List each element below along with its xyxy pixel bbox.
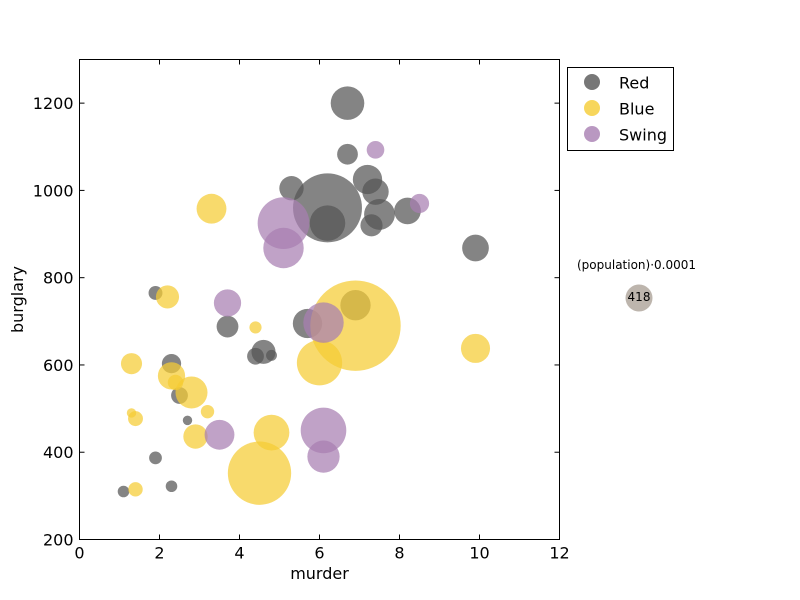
- y-axis-title: burglary: [8, 266, 27, 333]
- x-tick-label-0: 0: [74, 544, 84, 563]
- point-blue-11: [128, 411, 143, 427]
- point-blue-15: [227, 441, 292, 505]
- legend-marker-red: [584, 74, 600, 90]
- size-key-value: 418: [628, 290, 651, 304]
- point-swing-6: [300, 407, 347, 454]
- point-red-6: [362, 178, 389, 205]
- point-red-21: [149, 451, 162, 465]
- y-tick-label-1200: 1200: [33, 94, 74, 113]
- points-layer: [117, 86, 491, 505]
- size-key: (population)·0.0001 418: [577, 258, 696, 312]
- legend-label-swing: Swing: [619, 126, 667, 145]
- y-tick-label-200: 200: [43, 531, 74, 550]
- point-red-0: [330, 86, 365, 120]
- point-red-16: [247, 347, 264, 365]
- point-red-10: [462, 234, 489, 262]
- point-swing-4: [213, 289, 242, 317]
- point-blue-4: [296, 340, 343, 386]
- point-blue-8: [175, 376, 208, 409]
- size-key-bubble: [625, 284, 653, 312]
- x-tick-label-2: 2: [154, 544, 164, 563]
- y-tick-label-600: 600: [43, 356, 74, 375]
- x-tick-label-4: 4: [234, 544, 244, 563]
- point-red-20: [182, 415, 193, 426]
- size-key-label: (population)·0.0001: [577, 258, 696, 272]
- point-swing-3: [263, 227, 304, 269]
- x-tick-label-8: 8: [394, 544, 404, 563]
- point-blue-13: [183, 424, 208, 449]
- point-red-12: [216, 315, 239, 338]
- x-axis-title: murder: [290, 564, 349, 583]
- legend-marker-blue: [584, 100, 600, 116]
- point-red-17: [266, 349, 277, 361]
- point-red-8: [360, 214, 383, 237]
- point-blue-14: [460, 333, 491, 363]
- axis-ticks: [79, 59, 560, 540]
- point-blue-12: [253, 414, 290, 451]
- legend-label-blue: Blue: [619, 100, 654, 119]
- point-blue-1: [155, 285, 180, 309]
- point-red-1: [337, 143, 358, 165]
- point-blue-16: [128, 482, 143, 497]
- y-tick-label-400: 400: [43, 443, 74, 462]
- x-tick-label-12: 12: [549, 544, 569, 563]
- legend-marker-swing: [584, 126, 600, 142]
- legend-label-red: Red: [619, 74, 649, 93]
- point-swing-0: [366, 140, 385, 159]
- point-swing-8: [204, 419, 235, 450]
- legend: Red Blue Swing: [567, 67, 674, 151]
- x-tick-label-10: 10: [469, 544, 489, 563]
- point-swing-5: [303, 302, 344, 343]
- point-blue-0: [196, 193, 227, 224]
- point-swing-1: [409, 193, 430, 214]
- point-blue-9: [200, 404, 215, 419]
- axis-tick-labels: 0 2 4 6 8 10 12 200 400 600 800 1000 1200: [33, 94, 570, 562]
- point-blue-5: [120, 353, 143, 375]
- x-tick-label-6: 6: [314, 544, 324, 563]
- y-tick-label-800: 800: [43, 269, 74, 288]
- point-red-22: [165, 480, 178, 493]
- point-blue-3: [249, 321, 262, 334]
- point-red-4: [309, 205, 346, 241]
- y-tick-label-1000: 1000: [33, 181, 74, 200]
- point-swing-7: [307, 440, 340, 473]
- point-red-23: [117, 485, 130, 498]
